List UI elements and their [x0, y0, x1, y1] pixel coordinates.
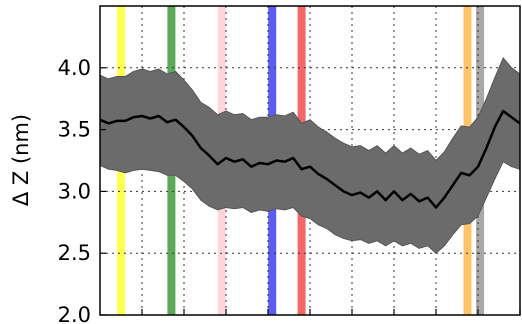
y-tick-label: 4.0: [58, 56, 91, 80]
y-tick-label: 2.0: [58, 303, 91, 324]
axes: [99, 5, 521, 316]
mean-line: [99, 109, 521, 209]
y-axis-label: Δ Z (nm): [9, 114, 33, 206]
mean-line-path: [99, 109, 521, 209]
y-tick-labels: 2.0 2.5 3.0 3.5 4.0: [58, 56, 91, 324]
y-tick-label: 2.5: [58, 241, 91, 265]
y-tick-label: 3.0: [58, 179, 91, 203]
y-tick-label: 3.5: [58, 118, 91, 142]
